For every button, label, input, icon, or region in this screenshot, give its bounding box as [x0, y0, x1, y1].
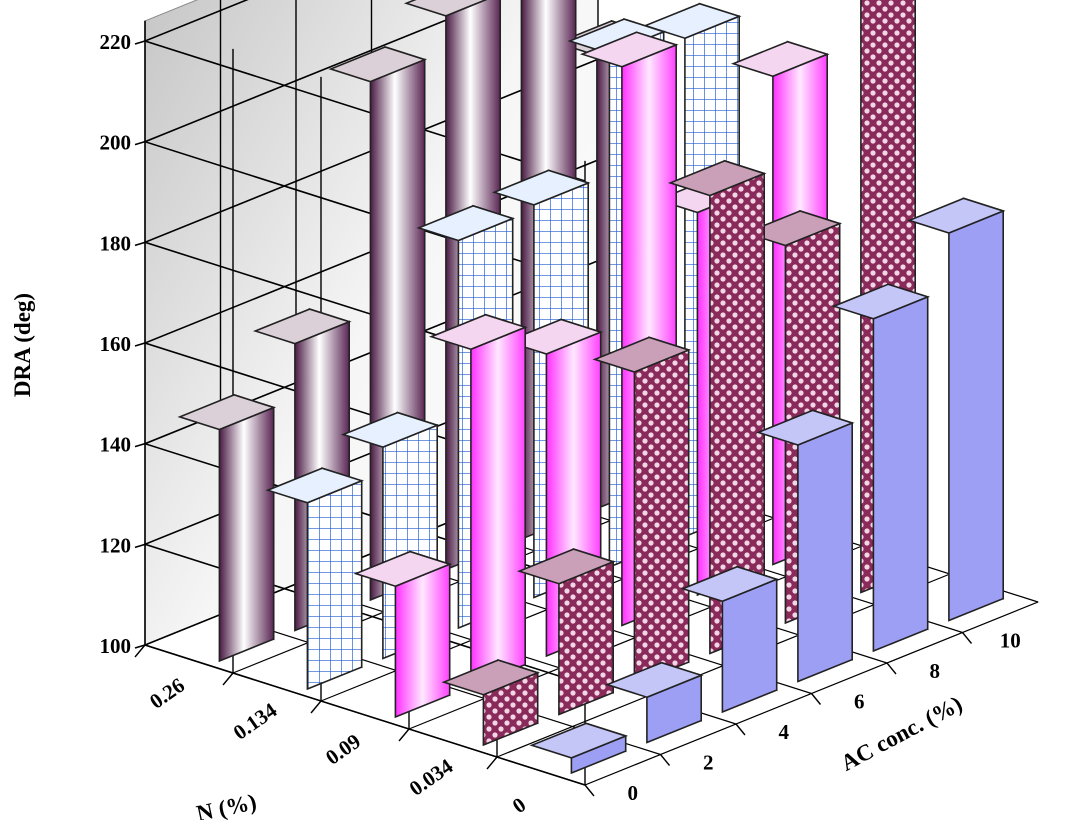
y-axis-title: DRA (deg) — [10, 293, 35, 397]
n-tick — [486, 756, 498, 770]
ac-tick-label: 4 — [779, 720, 790, 744]
bar-top — [529, 722, 629, 759]
bar — [667, 159, 767, 655]
bar — [441, 659, 541, 747]
bar-top — [604, 661, 704, 699]
bar-top — [428, 313, 528, 351]
bar-top — [441, 659, 541, 696]
ac-tick — [735, 723, 746, 736]
y-tick — [134, 140, 146, 146]
n-tick — [310, 700, 322, 714]
bar-top — [730, 40, 830, 78]
bar — [604, 661, 704, 744]
y-tick-label: 160 — [100, 332, 132, 356]
bar-top — [516, 548, 616, 585]
y-tick — [134, 342, 146, 347]
n-tick — [222, 672, 234, 686]
bar-top — [340, 411, 440, 448]
bars-layer — [177, 0, 1006, 775]
bar-top — [667, 160, 767, 197]
y-tick-label: 200 — [100, 131, 132, 155]
ac-tick — [810, 693, 822, 705]
y-tick-label: 180 — [100, 231, 132, 255]
bar — [177, 393, 277, 663]
bar-top — [680, 565, 780, 603]
bar — [906, 197, 1006, 622]
bar-top — [177, 394, 277, 431]
y-tick-label: 120 — [100, 533, 132, 557]
bar-top — [265, 467, 365, 504]
bar-top — [353, 550, 453, 588]
bar — [680, 565, 780, 714]
bar-front — [721, 578, 778, 714]
bar — [265, 467, 365, 691]
bar-front — [797, 421, 854, 683]
n-tick — [398, 728, 410, 742]
ac-tick-label: 0 — [628, 781, 639, 805]
bar-front — [948, 209, 1005, 622]
y-tick-label: 100 — [100, 634, 132, 658]
bar-front — [558, 560, 615, 716]
ac-tick-label: 2 — [703, 750, 714, 774]
n-tick-label: 0.134 — [229, 698, 282, 745]
bar-front — [394, 563, 451, 719]
bar-top — [328, 46, 428, 83]
y-tick — [134, 442, 146, 448]
bar-top — [592, 336, 692, 373]
ac-tick — [886, 662, 897, 675]
y-tick — [134, 40, 146, 45]
bar-front — [470, 326, 527, 688]
n-tick-label: 0.26 — [145, 673, 189, 714]
bar-top — [491, 169, 591, 206]
bar-top — [831, 283, 931, 320]
bar — [755, 409, 855, 683]
bar-top — [416, 205, 516, 242]
n-tick-label: 0.034 — [405, 754, 458, 801]
bar-front — [872, 295, 929, 653]
bar-front — [633, 348, 690, 686]
n-tick-label: 0 — [508, 792, 530, 818]
bar — [592, 336, 692, 686]
y-tick — [134, 241, 146, 247]
y-tick — [134, 644, 146, 649]
bar-top — [403, 0, 488, 17]
n-axis-title: N (%) — [194, 789, 259, 820]
bar — [516, 548, 616, 716]
bar-front — [306, 479, 363, 691]
ac-tick — [584, 784, 595, 797]
bar-front — [218, 406, 275, 663]
bar — [529, 722, 629, 775]
bar-top — [906, 197, 1006, 234]
n-tick — [134, 644, 146, 658]
ac-tick-label: 6 — [854, 689, 865, 713]
ac-tick-label: 8 — [930, 659, 941, 683]
bar-top — [579, 31, 679, 68]
y-tick — [134, 543, 146, 549]
bar — [831, 283, 931, 653]
y-tick-label: 220 — [100, 30, 132, 54]
bar-top — [755, 409, 855, 446]
bar-top — [252, 308, 352, 345]
ac-tick — [659, 754, 671, 766]
ac-tick — [961, 632, 973, 644]
n-tick-label: 0.09 — [321, 729, 365, 770]
bar — [428, 313, 528, 688]
y-tick-label: 140 — [100, 433, 132, 457]
bar — [353, 550, 453, 719]
floor-line-ac — [144, 644, 586, 786]
ac-tick-label: 10 — [1000, 628, 1021, 652]
